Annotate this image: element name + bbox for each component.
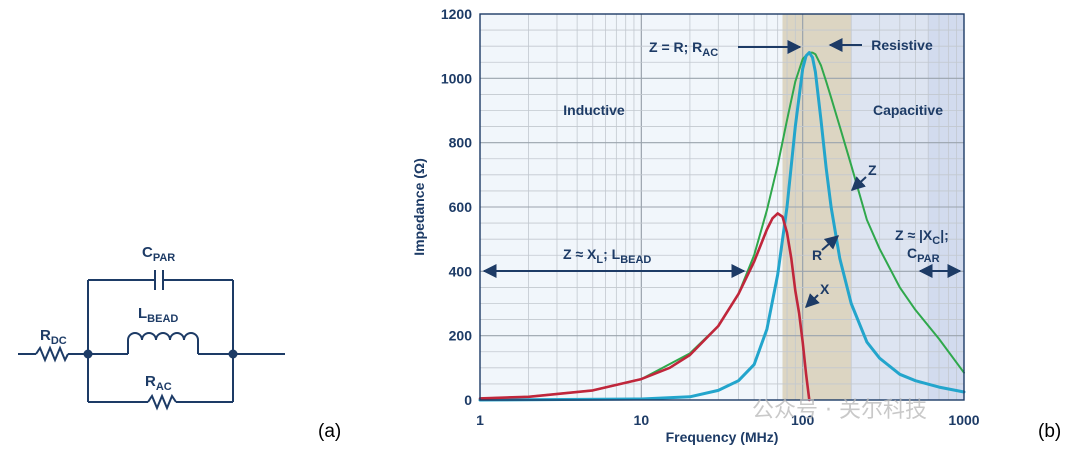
region-label-capacitive: Capacitive bbox=[873, 102, 943, 118]
cpar-label: CPAR bbox=[142, 244, 176, 264]
x-tick-label: 10 bbox=[634, 412, 650, 428]
rdc-resistor bbox=[35, 345, 69, 363]
watermark: 公众号 · 关尔科技 bbox=[752, 398, 927, 423]
y-tick-label: 400 bbox=[449, 263, 473, 279]
x-tick-label: 100 bbox=[791, 412, 815, 428]
curve-label-z: Z bbox=[868, 162, 877, 178]
plot-frame bbox=[479, 13, 965, 401]
annotation-cpar: CPAR bbox=[907, 245, 940, 265]
curve-label-r: R bbox=[812, 247, 822, 263]
annotation-z-approx-xl: Z ≈ XL; LBEAD bbox=[563, 246, 651, 266]
panel-tag-a: (a) bbox=[318, 421, 342, 442]
y-tick-label: 600 bbox=[449, 199, 473, 215]
node-left bbox=[83, 349, 93, 359]
arrow-curve-x bbox=[805, 293, 820, 308]
y-tick-label: 1200 bbox=[441, 6, 472, 22]
arrow-curve-r bbox=[821, 235, 840, 251]
rac-label: RAC bbox=[145, 373, 172, 393]
y-tick-label: 1000 bbox=[441, 70, 472, 86]
panel-tag-b: (b) bbox=[1038, 421, 1062, 442]
lbead-label: LBEAD bbox=[138, 305, 179, 325]
series-x-line bbox=[478, 212, 811, 402]
y-tick-label: 0 bbox=[464, 392, 472, 408]
y-tick-label: 200 bbox=[449, 328, 473, 344]
rac-resistor bbox=[147, 393, 177, 411]
node-right bbox=[228, 349, 238, 359]
x-axis-label: Frequency (MHz) bbox=[666, 429, 779, 445]
region-label-inductive: Inductive bbox=[563, 102, 625, 118]
arrow-curve-z bbox=[850, 176, 867, 191]
rdc-label: RDC bbox=[40, 327, 67, 347]
x-tick-label: 1000 bbox=[948, 412, 979, 428]
region-label-resistive: Resistive bbox=[871, 37, 933, 53]
x-tick-label: 1 bbox=[476, 412, 484, 428]
circuit-diagram bbox=[18, 270, 285, 411]
lbead-inductor bbox=[127, 332, 199, 341]
annotation-z-equals-r: Z = R; RAC bbox=[649, 39, 718, 59]
y-tick-label: 800 bbox=[449, 135, 473, 151]
series-r-line bbox=[478, 51, 966, 402]
y-axis-label: Impedance (Ω) bbox=[411, 158, 427, 256]
curve-label-x: X bbox=[820, 281, 830, 297]
annotation-z-approx-xc: Z ≈ |XC|; bbox=[895, 227, 949, 247]
